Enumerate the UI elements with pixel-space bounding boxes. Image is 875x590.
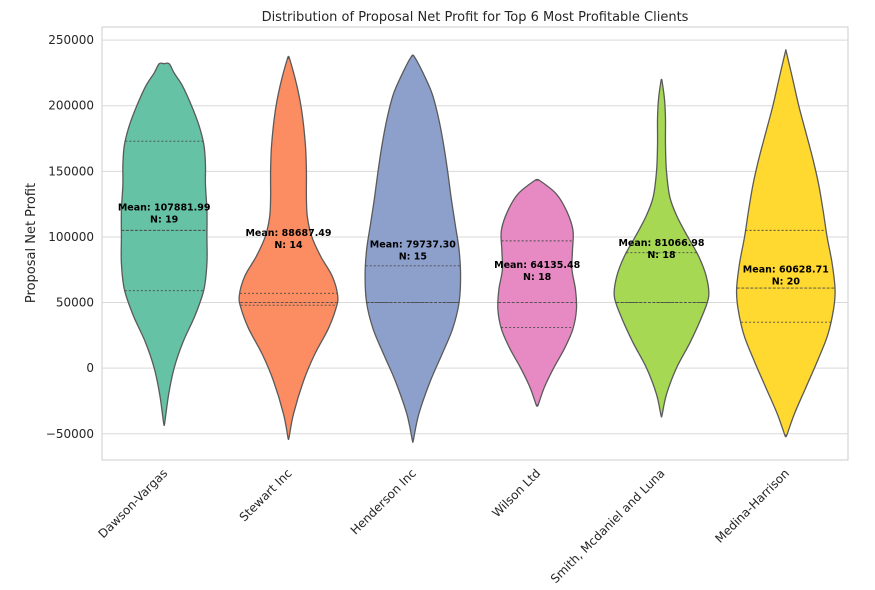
x-tick-label: Medina-Harrison xyxy=(712,466,792,546)
violin-body xyxy=(497,178,578,407)
mean-annotation: Mean: 64135.48 xyxy=(494,260,580,271)
y-tick-label: 50000 xyxy=(56,296,94,310)
mean-annotation: Mean: 60628.71 xyxy=(743,265,829,276)
y-tick-label: 100000 xyxy=(48,230,94,244)
x-tick-label: Henderson Inc xyxy=(348,466,419,537)
x-tick-label: Dawson-Vargas xyxy=(95,466,170,541)
y-tick-label: −50000 xyxy=(46,427,94,441)
violin-body xyxy=(364,54,462,443)
y-axis-label: Proposal Net Profit xyxy=(24,183,39,303)
y-tick-label: 150000 xyxy=(48,164,94,178)
y-axis-ticks: −50000 0 50000 100000 150000 200000 250000 xyxy=(46,33,94,441)
mean-annotation: Mean: 88687.49 xyxy=(245,228,331,239)
x-tick-label: Stewart Inc xyxy=(237,466,295,524)
violin-2 xyxy=(238,55,339,441)
x-axis-ticks: Dawson-Vargas Stewart Inc Henderson Inc Wil… xyxy=(95,466,791,586)
violin-6 xyxy=(735,49,836,438)
annotations: Mean: 107881.99N: 19 Mean: 88687.49N: 14 M… xyxy=(118,203,829,288)
count-annotation: N: 18 xyxy=(647,250,676,261)
mean-annotation: Mean: 81066.98 xyxy=(618,238,704,249)
violin-5 xyxy=(613,78,710,418)
count-annotation: N: 14 xyxy=(274,240,303,251)
y-tick-label: 250000 xyxy=(48,33,94,47)
violin-body xyxy=(238,55,339,441)
mean-annotation: Mean: 79737.30 xyxy=(370,240,456,251)
violins xyxy=(120,49,836,443)
violin-4 xyxy=(497,178,578,407)
plot-area xyxy=(101,26,849,461)
x-tick-label: Smith, Mcdaniel and Luna xyxy=(548,466,668,586)
violin-1 xyxy=(120,62,208,427)
chart-title: Distribution of Proposal Net Profit for … xyxy=(262,10,689,25)
x-tick-label: Wilson Ltd xyxy=(489,466,543,520)
y-tick-label: 0 xyxy=(86,361,94,375)
count-annotation: N: 15 xyxy=(399,252,427,263)
y-tick-label: 200000 xyxy=(48,99,94,113)
count-annotation: N: 18 xyxy=(523,272,552,283)
violin-3 xyxy=(364,54,462,443)
violin-body xyxy=(120,62,208,427)
gridlines xyxy=(102,39,848,435)
mean-annotation: Mean: 107881.99 xyxy=(118,203,211,214)
count-annotation: N: 20 xyxy=(772,277,801,288)
count-annotation: N: 19 xyxy=(150,215,178,226)
violin-body xyxy=(613,78,710,418)
violin-body xyxy=(735,49,836,438)
